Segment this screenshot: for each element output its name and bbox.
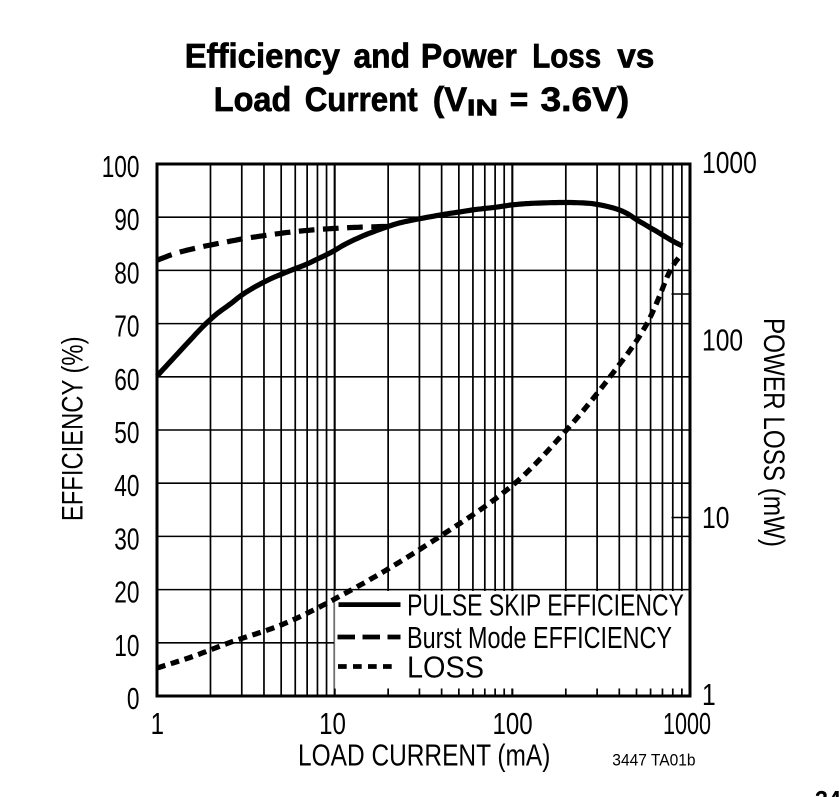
svg-text:=: = (510, 81, 529, 119)
svg-text:3.6V): 3.6V) (541, 81, 630, 119)
svg-text:EFFICIENCY (%): EFFICIENCY (%) (57, 337, 90, 522)
svg-text:1: 1 (702, 677, 716, 712)
svg-text:90: 90 (114, 202, 139, 237)
svg-text:Burst Mode EFFICIENCY: Burst Mode EFFICIENCY (407, 621, 672, 655)
svg-text:100: 100 (493, 706, 533, 741)
svg-text:POWER LOSS (mW): POWER LOSS (mW) (757, 318, 790, 547)
svg-text:20: 20 (114, 575, 139, 610)
svg-text:(V: (V (433, 81, 468, 119)
svg-text:100: 100 (102, 149, 140, 184)
svg-text:40: 40 (114, 468, 139, 503)
svg-text:60: 60 (114, 362, 139, 397)
svg-text:vs: vs (617, 37, 654, 75)
svg-text:34: 34 (815, 786, 840, 797)
svg-text:70: 70 (114, 309, 139, 344)
svg-text:10: 10 (319, 706, 346, 741)
svg-text:10: 10 (702, 500, 729, 535)
svg-text:10: 10 (114, 628, 139, 663)
svg-text:0: 0 (127, 681, 140, 716)
svg-text:Efficiency: Efficiency (185, 37, 340, 75)
svg-text:3447 TA01b: 3447 TA01b (612, 752, 695, 770)
svg-text:LOAD CURRENT (mA): LOAD CURRENT (mA) (298, 738, 550, 773)
svg-text:50: 50 (114, 415, 139, 450)
svg-text:and: and (354, 37, 411, 75)
svg-text:LOSS: LOSS (407, 651, 484, 685)
svg-text:1: 1 (151, 706, 164, 741)
svg-text:PULSE SKIP EFFICIENCY: PULSE SKIP EFFICIENCY (407, 588, 684, 622)
svg-text:IN: IN (467, 95, 498, 121)
svg-text:80: 80 (114, 255, 139, 290)
svg-text:1000: 1000 (702, 145, 757, 180)
svg-text:Power: Power (421, 37, 517, 75)
svg-text:30: 30 (114, 521, 139, 556)
svg-text:100: 100 (702, 322, 743, 357)
svg-text:1000: 1000 (663, 706, 711, 741)
svg-text:Current: Current (305, 81, 418, 119)
svg-text:Loss: Loss (532, 37, 601, 75)
svg-text:Load: Load (214, 81, 291, 119)
